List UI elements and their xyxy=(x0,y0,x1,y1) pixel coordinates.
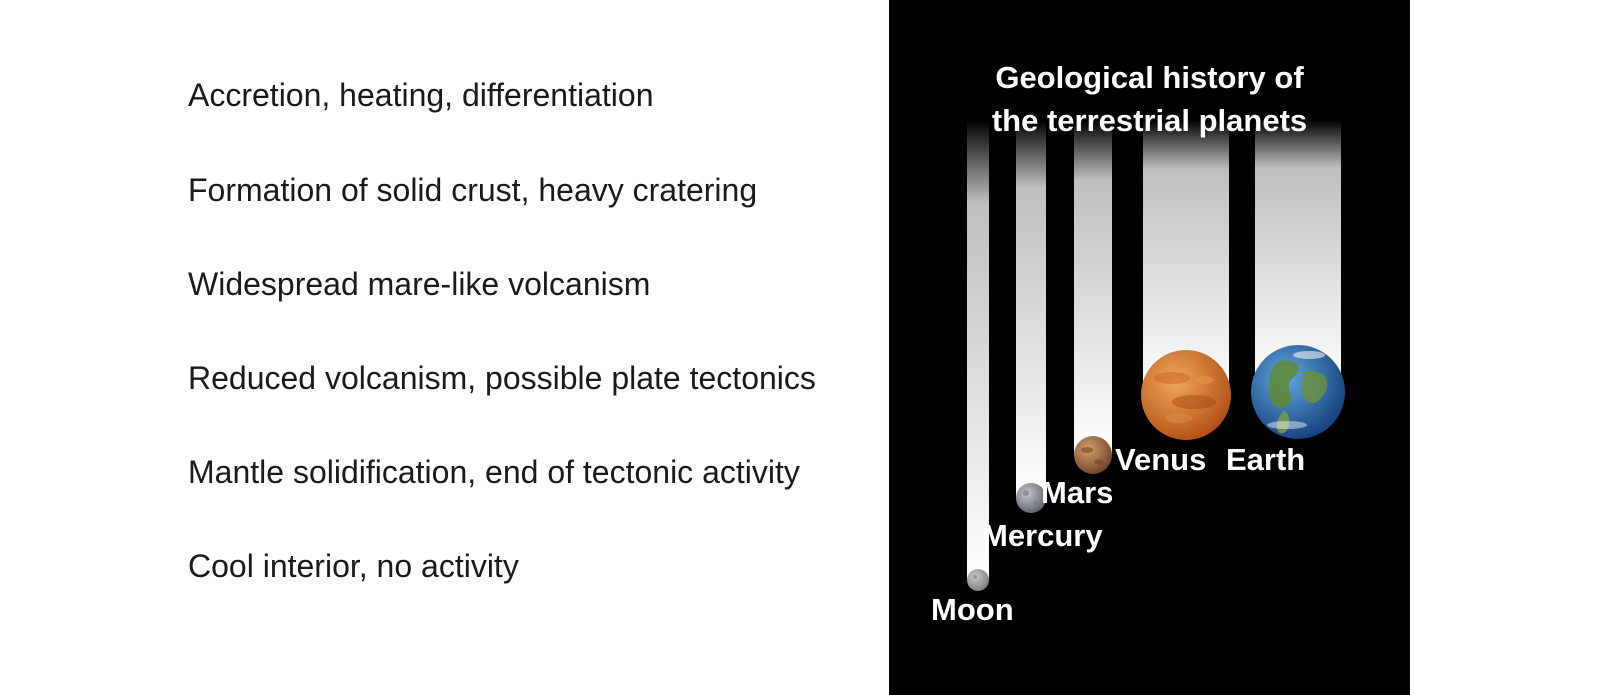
stage-1: Accretion, heating, differentiation xyxy=(188,77,654,113)
mars-beam xyxy=(1074,120,1112,454)
stage-6: Cool interior, no activity xyxy=(188,548,519,584)
moon-planet xyxy=(967,569,989,591)
mercury-planet xyxy=(1016,483,1046,513)
mars-planet xyxy=(1074,436,1112,474)
planet-history-diagram: Moon Mercury Mars Venus Earth xyxy=(931,120,1345,627)
stage-4: Reduced volcanism, possible plate tecton… xyxy=(188,360,816,396)
diagram-title-line2: the terrestrial planets xyxy=(991,103,1308,138)
stage-5: Mantle solidification, end of tectonic a… xyxy=(188,454,800,490)
diagram-title-line1: Geological history of xyxy=(995,60,1304,95)
venus-label: Venus xyxy=(1115,442,1206,477)
diagram-title: Geological history of the terrestrial pl… xyxy=(889,56,1410,142)
mercury-beam xyxy=(1016,120,1046,497)
venus-beam xyxy=(1143,120,1229,395)
earth-beam xyxy=(1255,120,1341,385)
earth-label: Earth xyxy=(1226,442,1305,477)
stage-2: Formation of solid crust, heavy craterin… xyxy=(188,172,758,208)
venus-planet xyxy=(1141,350,1231,440)
mercury-label: Mercury xyxy=(982,518,1103,553)
stage-3: Widespread mare-like volcanism xyxy=(188,266,651,302)
moon-label: Moon xyxy=(931,592,1014,627)
mars-label: Mars xyxy=(1041,475,1113,510)
moon-beam xyxy=(967,120,989,580)
stage-list: Accretion, heating, differentiation Form… xyxy=(188,0,868,695)
earth-planet xyxy=(1251,345,1345,439)
planet-history-panel: Moon Mercury Mars Venus Earth Geological… xyxy=(889,0,1410,695)
